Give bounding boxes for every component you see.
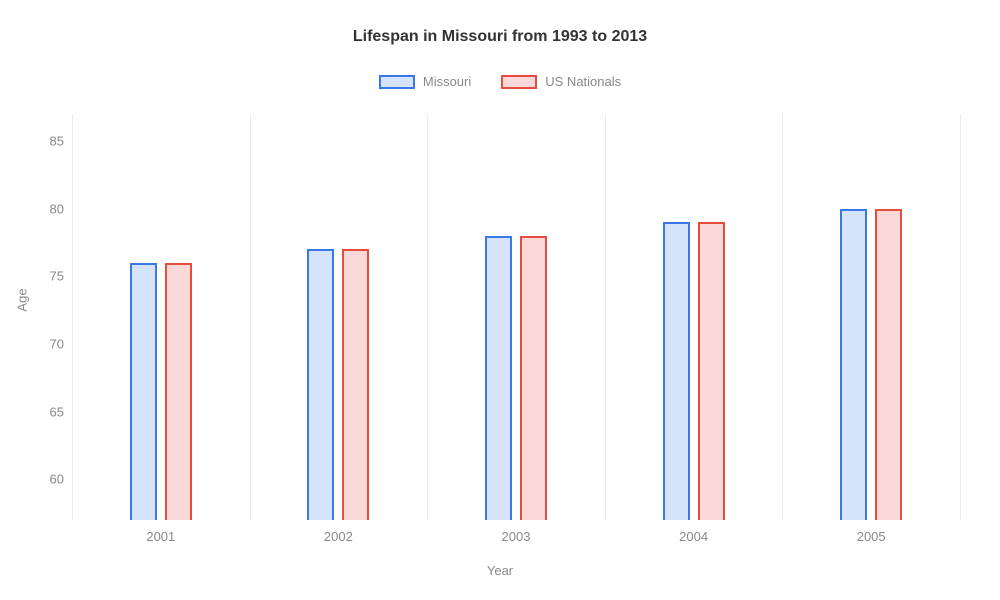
y-tick: 85 [40,134,64,149]
chart-title: Lifespan in Missouri from 1993 to 2013 [0,0,1000,46]
grid-line [605,114,606,520]
x-tick: 2004 [679,529,708,544]
legend: Missouri US Nationals [0,74,1000,89]
grid-line [782,114,783,520]
legend-item-missouri: Missouri [379,74,471,89]
grid-line [960,114,961,520]
bar-us-nationals [875,209,902,520]
bar-us-nationals [165,263,192,520]
legend-item-usnationals: US Nationals [501,74,621,89]
y-tick: 60 [40,472,64,487]
y-tick: 65 [40,404,64,419]
x-tick: 2005 [857,529,886,544]
bar-missouri [307,249,334,520]
bar-us-nationals [698,222,725,520]
x-tick: 2002 [324,529,353,544]
bar-missouri [840,209,867,520]
x-tick: 2003 [502,529,531,544]
plot-area: 60657075808520012002200320042005 [72,114,960,520]
bar-missouri [485,236,512,520]
x-tick: 2001 [146,529,175,544]
grid-line [250,114,251,520]
y-tick: 70 [40,337,64,352]
legend-swatch-usnationals [501,75,537,89]
legend-label-missouri: Missouri [423,74,471,89]
chart-container: Lifespan in Missouri from 1993 to 2013 M… [0,0,1000,600]
grid-line [72,114,73,520]
grid-line [427,114,428,520]
bar-missouri [130,263,157,520]
bar-us-nationals [342,249,369,520]
y-axis-label: Age [15,288,30,311]
y-tick: 75 [40,269,64,284]
legend-label-usnationals: US Nationals [545,74,621,89]
x-axis-label: Year [487,563,513,578]
legend-swatch-missouri [379,75,415,89]
bar-missouri [663,222,690,520]
y-tick: 80 [40,201,64,216]
bar-us-nationals [520,236,547,520]
